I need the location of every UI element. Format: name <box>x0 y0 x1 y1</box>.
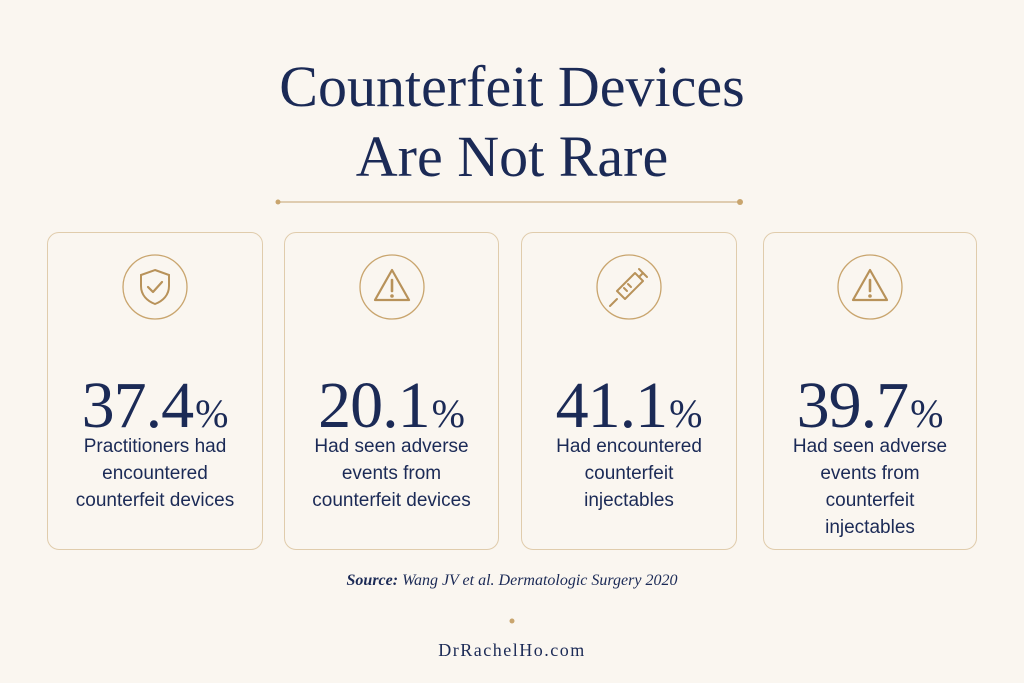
stat-description: Had encountered counterfeit injectables <box>522 433 736 514</box>
text: events from <box>341 463 442 484</box>
title-line: Counterfeit Devices <box>279 54 745 119</box>
text: 20.1 <box>318 369 430 442</box>
stat-number: 20.1% <box>285 368 498 444</box>
text: % <box>431 391 465 436</box>
stat-card: 37.4% Practitioners had encountered counte… <box>47 232 263 550</box>
shield-icon <box>122 254 188 320</box>
stat-number: 41.1% <box>522 368 736 444</box>
stat-description: Practitioners had encountered counterfeit … <box>48 433 262 514</box>
text: injectables <box>825 517 915 538</box>
stat-number: 39.7% <box>764 368 976 444</box>
text: % <box>195 391 229 436</box>
text: counterfeit devices <box>75 490 235 511</box>
text: Practitioners had <box>83 436 227 457</box>
text: injectables <box>584 490 674 511</box>
source: Source: Wang JV et al. Dermatologic Surg… <box>0 572 1024 590</box>
text: Had seen adverse <box>314 436 469 457</box>
text: % <box>910 391 944 436</box>
text: 37.4 <box>81 369 194 442</box>
stat-card: 41.1% Had encountered counterfeit injectab… <box>521 232 737 550</box>
text: events from <box>820 463 920 484</box>
warning-icon <box>837 254 903 320</box>
text: counterfeit <box>825 490 915 511</box>
footer: DrRachelHo.com <box>438 640 586 660</box>
text: Had encountered <box>556 436 702 457</box>
title-line: Are Not Rare <box>355 124 669 189</box>
syringe-icon <box>596 254 662 320</box>
text: counterfeit <box>584 463 674 484</box>
text: counterfeit devices <box>312 490 471 511</box>
text: Source: <box>346 572 399 589</box>
text: Wang JV et al. Dermatologic Surgery 2020 <box>402 572 678 589</box>
text: % <box>669 391 703 436</box>
text: 39.7 <box>796 369 909 442</box>
stat-card: 20.1% Had seen adverse events from counter… <box>284 232 499 550</box>
text: Had seen adverse <box>792 436 948 457</box>
stat-description: Had seen adverse events from counterfeit in… <box>764 433 976 541</box>
stat-description: Had seen adverse events from counterfeit d… <box>285 433 498 514</box>
stat-number: 37.4% <box>48 368 262 444</box>
warning-icon <box>358 254 425 320</box>
text: encountered <box>102 463 208 484</box>
stat-card: 39.7% Had seen adverse events from counter… <box>763 232 977 550</box>
text: 41.1 <box>555 369 668 442</box>
